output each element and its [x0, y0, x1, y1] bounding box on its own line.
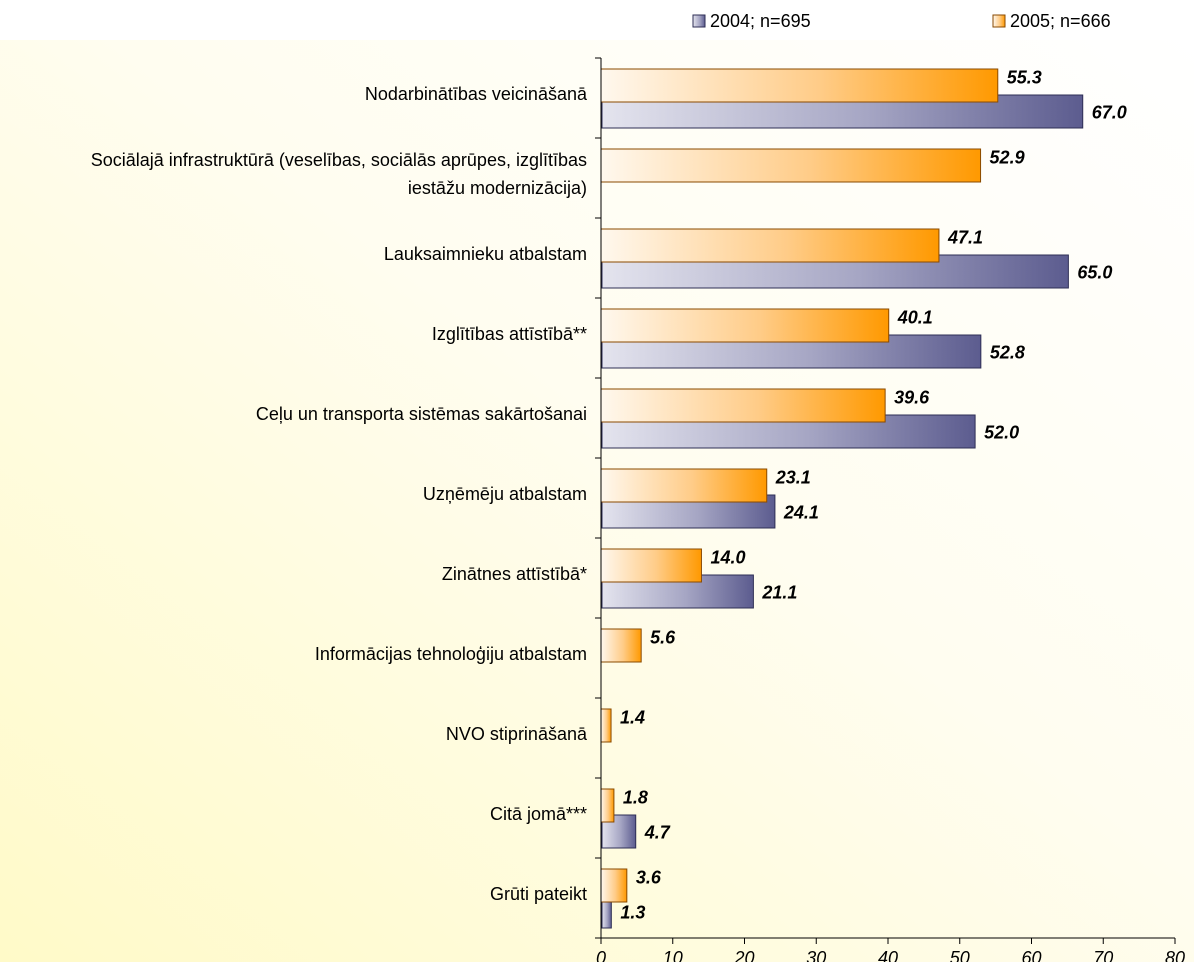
x-tick-label-3: 30	[806, 948, 826, 962]
value-label-2004-n-695-5: 24.1	[783, 503, 819, 523]
value-label-2005-n-666-2: 47.1	[947, 228, 983, 248]
value-label-2004-n-695-2: 65.0	[1077, 263, 1112, 283]
bar-2005-n-666-10	[600, 868, 628, 903]
value-label-2004-n-695-9: 4.7	[644, 823, 671, 843]
value-label-2005-n-666-3: 40.1	[897, 308, 933, 328]
value-label-2005-n-666-9: 1.8	[623, 788, 648, 808]
bar-2005-n-666-8	[600, 708, 612, 743]
bar-2005-n-666-1	[600, 148, 982, 183]
bar-2005-n-666-6	[600, 548, 702, 583]
bar-2005-n-666-2	[600, 228, 940, 263]
value-label-2004-n-695-4: 52.0	[984, 423, 1019, 443]
value-label-2004-n-695-10: 1.3	[620, 903, 645, 923]
value-label-2005-n-666-1: 52.9	[990, 148, 1025, 168]
value-label-2005-n-666-8: 1.4	[620, 708, 645, 728]
legend-swatch-2005-n-666	[992, 14, 1006, 28]
value-label-2005-n-666-0: 55.3	[1007, 68, 1042, 88]
value-label-2004-n-695-0: 67.0	[1092, 103, 1127, 123]
category-label-3: Izglītības attīstībā**	[432, 324, 587, 344]
x-tick-label-0: 0	[596, 948, 606, 962]
category-label-5: Uzņēmēju atbalstam	[423, 484, 587, 504]
bar-2005-n-666-0	[600, 68, 999, 103]
value-label-2005-n-666-7: 5.6	[650, 628, 676, 648]
category-label-10: Grūti pateikt	[490, 884, 587, 904]
legend-swatch-2004-n-695	[692, 14, 706, 28]
category-label-0: Nodarbinātības veicināšanā	[365, 84, 588, 104]
value-label-2005-n-666-4: 39.6	[894, 388, 930, 408]
x-tick-label-1: 10	[663, 948, 683, 962]
value-label-2005-n-666-6: 14.0	[710, 548, 745, 568]
category-label-8: NVO stiprināšanā	[446, 724, 588, 744]
value-label-2004-n-695-3: 52.8	[990, 343, 1025, 363]
chart-background	[0, 40, 1194, 962]
bar-2005-n-666-4	[600, 388, 886, 423]
category-label-4: Ceļu un transporta sistēmas sakārtošanai	[256, 404, 587, 424]
category-label-7: Informācijas tehnoloģiju atbalstam	[315, 644, 587, 664]
category-label-6: Zinātnes attīstībā*	[442, 564, 587, 584]
legend-label-2004-n-695: 2004; n=695	[710, 11, 811, 31]
bar-2005-n-666-3	[600, 308, 890, 343]
x-tick-label-2: 20	[733, 948, 754, 962]
bar-2005-n-666-9	[600, 788, 615, 823]
category-label-2: Lauksaimnieku atbalstam	[384, 244, 587, 264]
x-tick-label-4: 40	[878, 948, 898, 962]
x-tick-label-5: 50	[950, 948, 970, 962]
legend-label-2005-n-666: 2005; n=666	[1010, 11, 1111, 31]
value-label-2005-n-666-10: 3.6	[636, 868, 662, 888]
x-tick-label-8: 80	[1165, 948, 1185, 962]
bar-2005-n-666-7	[600, 628, 642, 663]
value-label-2005-n-666-5: 23.1	[775, 468, 811, 488]
x-tick-label-7: 70	[1093, 948, 1113, 962]
category-label-9: Citā jomā***	[490, 804, 587, 824]
bar-2005-n-666-5	[600, 468, 768, 503]
value-label-2004-n-695-6: 21.1	[761, 583, 797, 603]
category-label-1: Sociālajā infrastruktūrā (veselības, soc…	[91, 150, 587, 198]
x-tick-label-6: 60	[1021, 948, 1041, 962]
